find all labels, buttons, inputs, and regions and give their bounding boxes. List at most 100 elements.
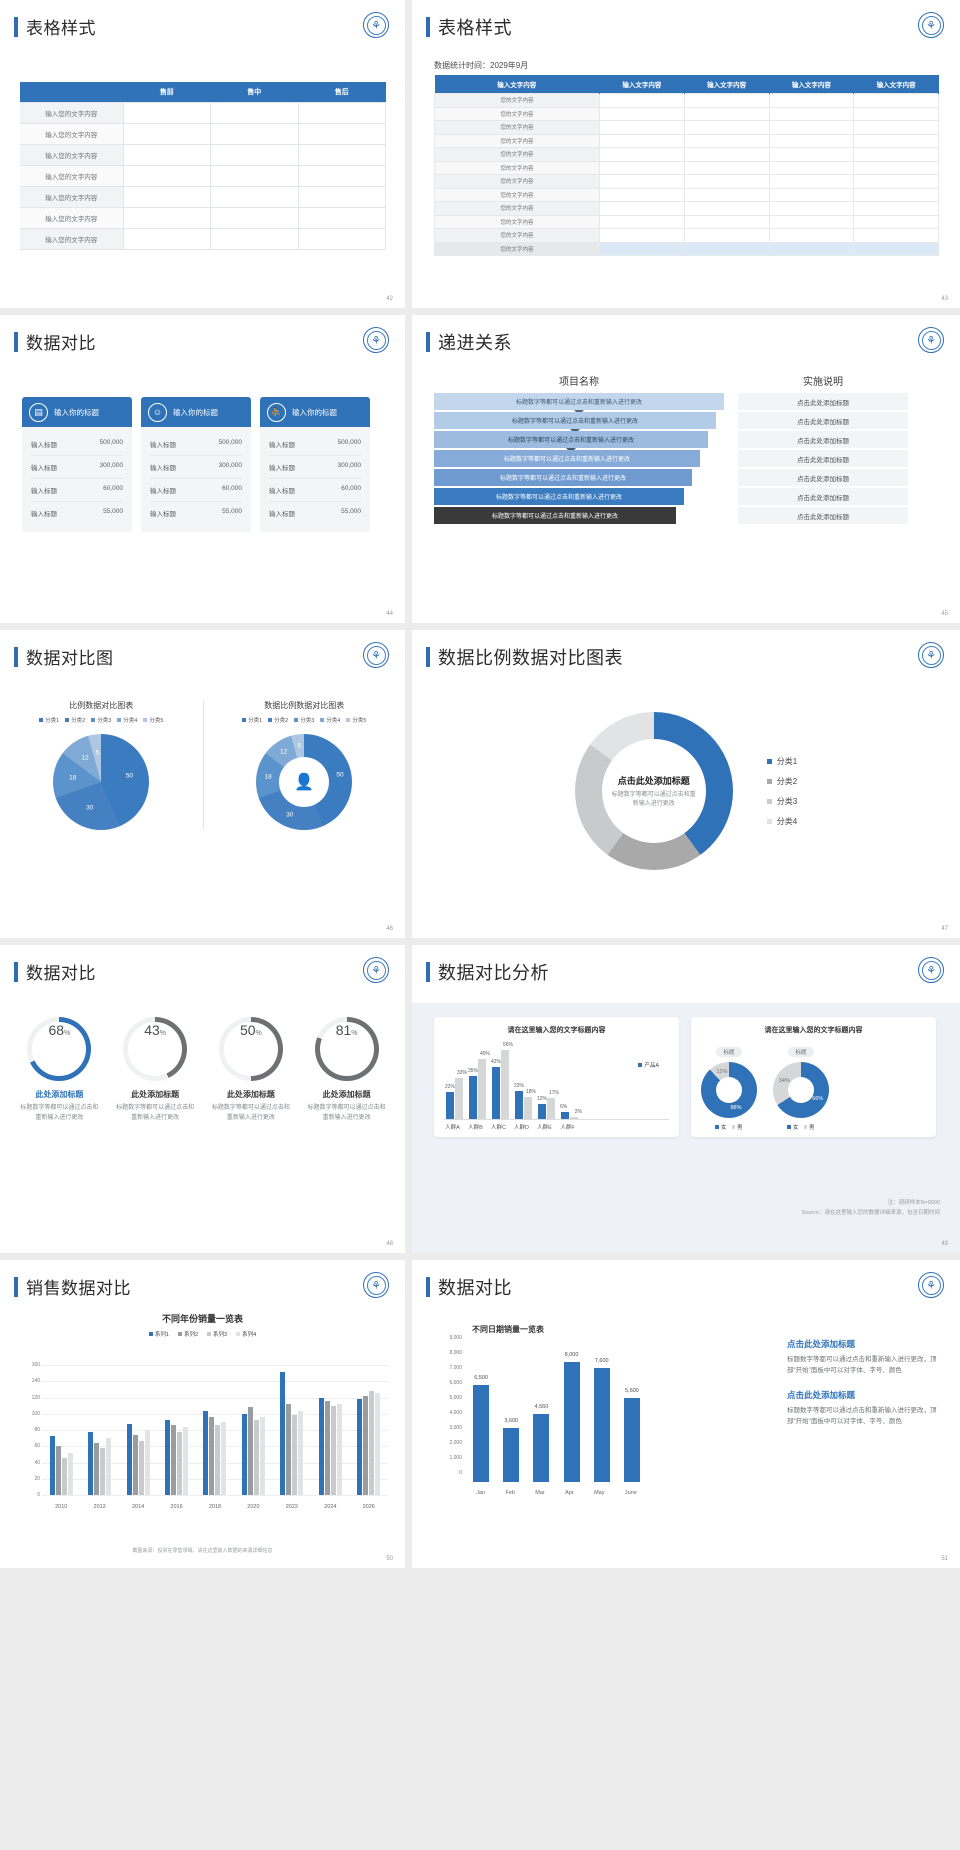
- funnel-bar[interactable]: 标题数字等都可以通过点击和重新输入进行更改: [434, 488, 684, 505]
- data-cell[interactable]: [683, 147, 770, 162]
- data-cell[interactable]: [599, 174, 685, 189]
- data-cell[interactable]: [122, 228, 211, 250]
- funnel-description[interactable]: 点击此处添加标题: [738, 412, 908, 429]
- data-cell[interactable]: [853, 214, 939, 229]
- progress-item[interactable]: 81% 此处添加标题 标题数字等都可以通过点击和重新输入进行更改: [301, 1017, 392, 1123]
- data-cell[interactable]: [853, 228, 939, 243]
- data-cell[interactable]: [297, 144, 386, 166]
- funnel-description[interactable]: 点击此处添加标题: [738, 450, 908, 467]
- data-cell[interactable]: [683, 160, 770, 175]
- data-cell[interactable]: [599, 120, 685, 135]
- funnel-description[interactable]: 点击此处添加标题: [738, 507, 908, 524]
- funnel-bar[interactable]: 标题数字等都可以通过点击和重新输入进行更改: [434, 469, 692, 486]
- funnel-bar[interactable]: 标题数字等都可以通过点击和重新输入进行更改: [434, 507, 676, 524]
- slide-43[interactable]: 表格样式 ⚘ 数据统计时间：2029年9月 输入文字内容 输入文字内容 输入文字…: [412, 0, 960, 308]
- data-cell[interactable]: [768, 174, 855, 189]
- data-cell[interactable]: [768, 133, 855, 148]
- slide-48[interactable]: 数据对比 ⚘ 68% 此处添加标题 标题数字等都可以通过点击和重新输入进行更改 43%…: [0, 945, 405, 1253]
- data-cell[interactable]: [683, 228, 770, 243]
- funnel-description[interactable]: 点击此处添加标题: [738, 393, 908, 410]
- data-cell[interactable]: [683, 93, 770, 108]
- data-cell[interactable]: [599, 147, 685, 162]
- data-cell[interactable]: [768, 120, 855, 135]
- data-cell[interactable]: [122, 144, 211, 166]
- data-cell[interactable]: [210, 186, 299, 208]
- funnel-description[interactable]: 点击此处添加标题: [738, 469, 908, 486]
- data-cell[interactable]: [683, 201, 770, 216]
- data-cell[interactable]: [122, 102, 211, 124]
- data-cell[interactable]: [853, 201, 939, 216]
- data-cell[interactable]: [122, 186, 211, 208]
- data-cell[interactable]: [122, 207, 211, 229]
- funnel-description[interactable]: 点击此处添加标题: [738, 431, 908, 448]
- data-cell[interactable]: [683, 241, 770, 256]
- funnel-bar[interactable]: 标题数字等都可以通过点击和重新输入进行更改: [434, 431, 708, 448]
- data-cell[interactable]: [297, 207, 386, 229]
- data-cell[interactable]: [210, 102, 299, 124]
- data-cell[interactable]: [683, 133, 770, 148]
- data-cell[interactable]: [297, 123, 386, 145]
- slide-50[interactable]: 销售数据对比 ⚘ 不同年份销量一览表 系列1 系列2 系列3 系列4 160 140 12…: [0, 1260, 405, 1568]
- data-cell[interactable]: [853, 160, 939, 175]
- data-cell[interactable]: [297, 102, 386, 124]
- data-cell[interactable]: [599, 106, 685, 121]
- data-cell[interactable]: [210, 165, 299, 187]
- data-cell[interactable]: [768, 93, 855, 108]
- data-cell[interactable]: [599, 133, 685, 148]
- data-cell[interactable]: [599, 201, 685, 216]
- data-cell[interactable]: [599, 187, 685, 202]
- data-cell[interactable]: [768, 160, 855, 175]
- slide-42[interactable]: 表格样式 ⚘ 售前 售中 售后 输入您的文字内容 输入您的文字内容 输入您的文字内容…: [0, 0, 405, 308]
- comparison-card[interactable]: ⛹ 输入你的标题 输入标题 500,000 输入标题 300,000 输入标题 60,000 输…: [260, 397, 370, 532]
- data-cell[interactable]: [853, 174, 939, 189]
- item-heading[interactable]: 此处添加标题: [226, 1090, 275, 1099]
- data-cell[interactable]: [768, 201, 855, 216]
- data-cell[interactable]: [683, 120, 770, 135]
- data-cell[interactable]: [853, 120, 939, 135]
- data-cell[interactable]: [853, 187, 939, 202]
- data-cell[interactable]: [599, 228, 685, 243]
- data-cell[interactable]: [768, 241, 855, 256]
- funnel-bar[interactable]: 标题数字等都可以通过点击和重新输入进行更改: [434, 412, 716, 429]
- data-cell[interactable]: [853, 106, 939, 121]
- slide-44[interactable]: 数据对比 ⚘ ▤ 输入你的标题 输入标题 500,000 输入标题 300,000 输入标题…: [0, 315, 405, 623]
- data-cell[interactable]: [297, 165, 386, 187]
- data-cell[interactable]: [210, 207, 299, 229]
- data-cell[interactable]: [768, 187, 855, 202]
- data-cell[interactable]: [683, 187, 770, 202]
- data-cell[interactable]: [683, 214, 770, 229]
- progress-item[interactable]: 43% 此处添加标题 标题数字等都可以通过点击和重新输入进行更改: [110, 1017, 201, 1123]
- data-cell[interactable]: [599, 93, 685, 108]
- data-cell[interactable]: [853, 147, 939, 162]
- slide-46[interactable]: 数据对比图 ⚘ 比例数据对比图表 分类1 分类2 分类3 分类4 分类5 50 30 18 1…: [0, 630, 405, 938]
- funnel-description[interactable]: 点击此处添加标题: [738, 488, 908, 505]
- item-heading[interactable]: 此处添加标题: [35, 1090, 84, 1099]
- data-cell[interactable]: [768, 147, 855, 162]
- data-cell[interactable]: [768, 106, 855, 121]
- comparison-card[interactable]: ☺ 输入你的标题 输入标题 500,000 输入标题 300,000 输入标题 60,000 输…: [141, 397, 251, 532]
- item-heading[interactable]: 此处添加标题: [322, 1090, 371, 1099]
- slide-47[interactable]: 数据比例数据对比图表 ⚘ 点击此处添加标题 标题数字等都可以通过点击和重新输入进…: [412, 630, 960, 938]
- data-cell[interactable]: [210, 123, 299, 145]
- funnel-bar[interactable]: 标题数字等都可以通过点击和重新输入进行更改: [434, 393, 724, 410]
- data-cell[interactable]: [210, 144, 299, 166]
- data-cell[interactable]: [122, 123, 211, 145]
- data-cell[interactable]: [768, 228, 855, 243]
- block-heading[interactable]: 点击此处添加标题: [787, 1389, 856, 1400]
- data-cell[interactable]: [853, 93, 939, 108]
- data-cell[interactable]: [768, 214, 855, 229]
- data-cell[interactable]: [853, 133, 939, 148]
- data-cell[interactable]: [599, 160, 685, 175]
- slide-45[interactable]: 递进关系 ⚘ 项目名称 实施说明 标题数字等都可以通过点击和重新输入进行更改 点击…: [412, 315, 960, 623]
- slide-49[interactable]: 数据对比分析 ⚘ 请在这里输入您的文字标题内容 产品A 22% 33% 35% 49%…: [412, 945, 960, 1253]
- data-cell[interactable]: [683, 174, 770, 189]
- progress-item[interactable]: 50% 此处添加标题 标题数字等都可以通过点击和重新输入进行更改: [206, 1017, 297, 1123]
- data-cell[interactable]: [853, 241, 939, 256]
- data-cell[interactable]: [122, 165, 211, 187]
- comparison-card[interactable]: ▤ 输入你的标题 输入标题 500,000 输入标题 300,000 输入标题 60,000 输…: [22, 397, 132, 532]
- data-cell[interactable]: [599, 214, 685, 229]
- data-cell[interactable]: [599, 241, 685, 256]
- progress-item[interactable]: 68% 此处添加标题 标题数字等都可以通过点击和重新输入进行更改: [14, 1017, 105, 1123]
- data-cell[interactable]: [210, 228, 299, 250]
- funnel-bar[interactable]: 标题数字等都可以通过点击和重新输入进行更改: [434, 450, 700, 467]
